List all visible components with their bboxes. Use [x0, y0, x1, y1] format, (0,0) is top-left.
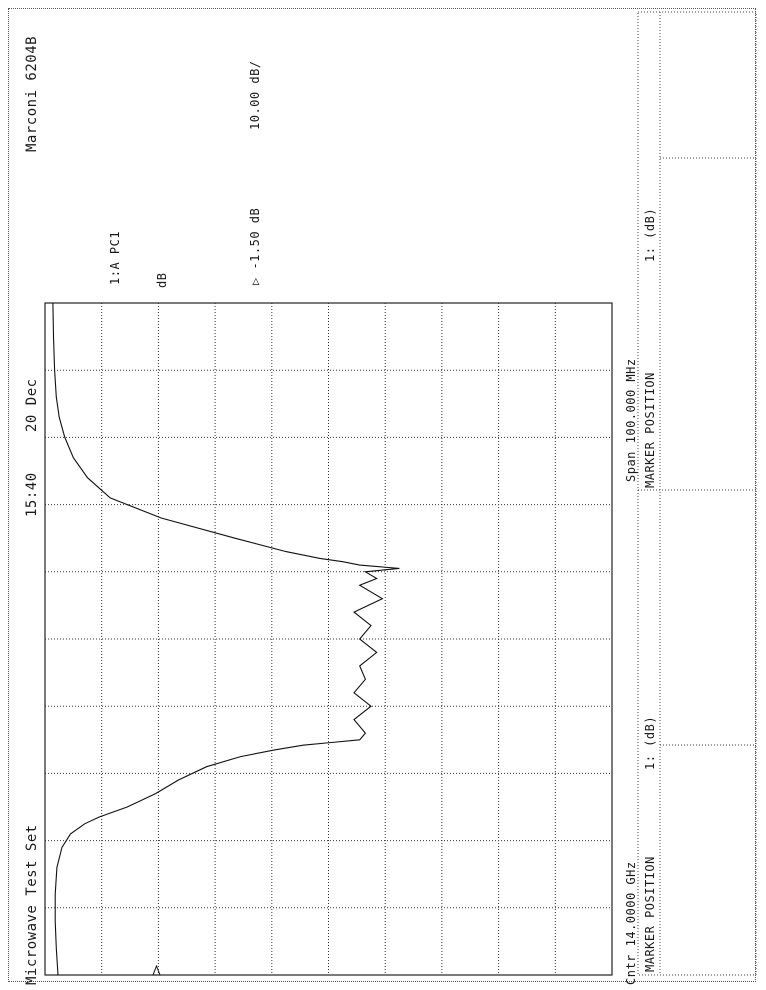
page-title: Microwave Test Set [24, 824, 40, 985]
trace-line [52, 302, 400, 976]
units-label: dB [155, 272, 169, 288]
channel-label: 1:A PC1 [108, 230, 122, 285]
time-label: 15:40 [24, 472, 40, 517]
marker-table-frame [637, 11, 757, 976]
span-label: Span 100.000 MHz [624, 358, 638, 482]
marker-table [637, 11, 757, 976]
reference-marker-icon [152, 964, 161, 976]
center-frequency: Cntr 14.0000 GHz [624, 861, 638, 985]
marker-position-header-right: MARKER POSITION [643, 372, 657, 488]
instrument-name: Marconi 6204B [24, 35, 40, 152]
marker-column-left: 1: (dB) [643, 715, 657, 770]
reference-level: ▷ -1.50 dB [248, 207, 262, 285]
marker-position-header-left: MARKER POSITION [643, 856, 657, 972]
marker-column-right: 1: (dB) [643, 207, 657, 262]
graticule [44, 302, 613, 976]
date-label: 20 Dec [24, 378, 40, 432]
scale-label: 10.00 dB/ [248, 60, 262, 130]
trace-layer [52, 302, 400, 976]
